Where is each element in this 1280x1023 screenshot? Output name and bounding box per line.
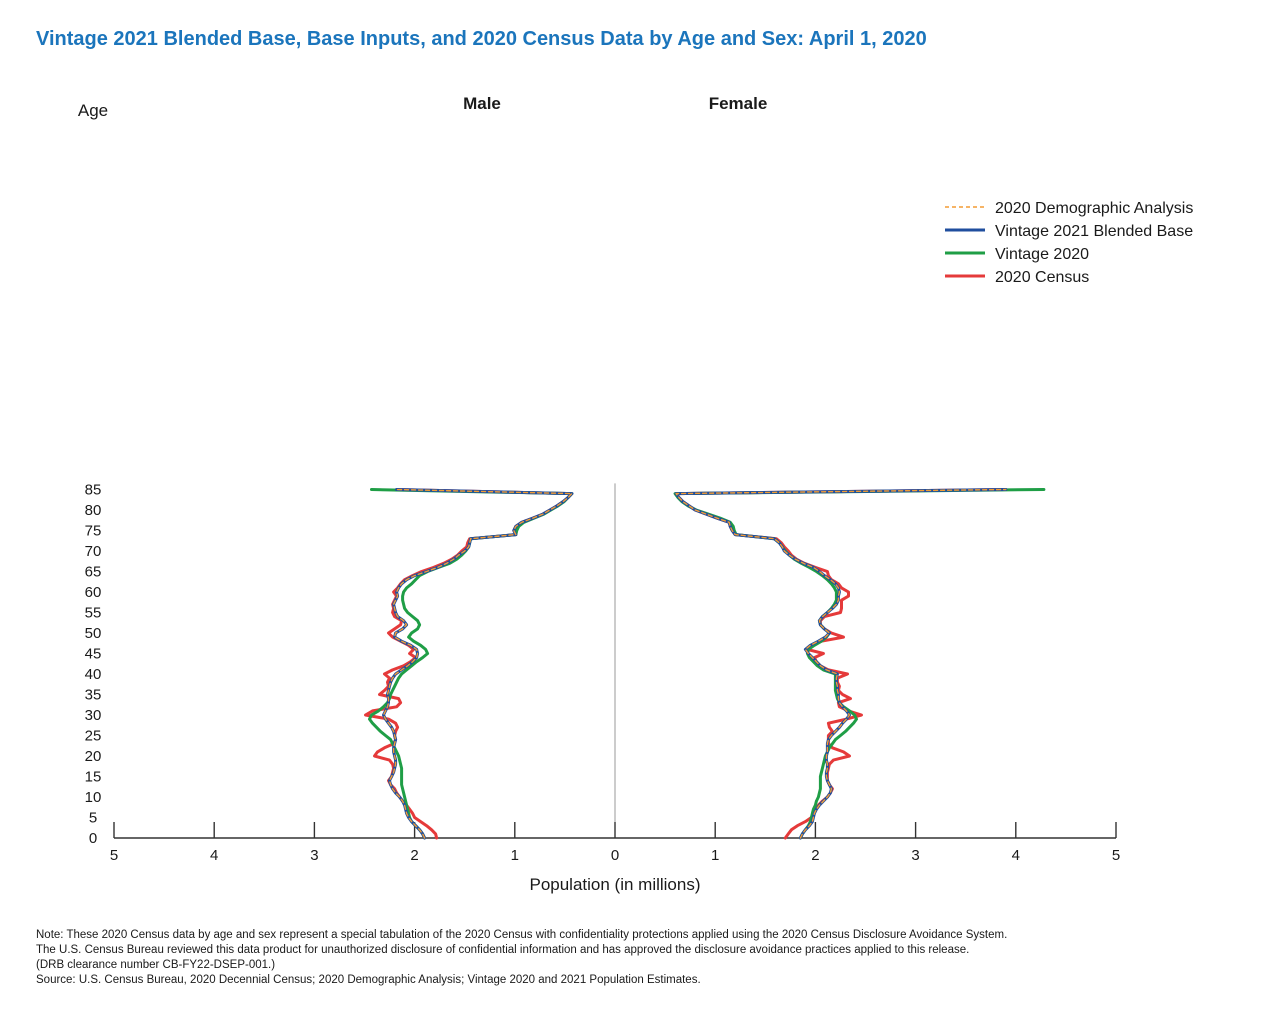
y-axis-title: Age — [78, 101, 108, 120]
x-tick-label: 4 — [1012, 847, 1020, 864]
legend-label-vintage-2020: Vintage 2020 — [995, 246, 1089, 263]
y-tick-label: 0 — [89, 830, 97, 847]
y-tick-label: 50 — [85, 625, 102, 642]
y-tick-label: 20 — [85, 748, 102, 765]
y-tick-label: 45 — [85, 646, 102, 663]
x-tick-label: 0 — [611, 847, 619, 864]
legend: 2020 Demographic Analysis Vintage 2021 Bl… — [945, 200, 1193, 286]
y-tick-label: 75 — [85, 523, 102, 540]
y-tick-label: 55 — [85, 605, 102, 622]
series-line-2020-demographic-analysis-male — [382, 488, 573, 839]
note-line-1: Note: These 2020 Census data by age and … — [36, 929, 1008, 941]
series-line-vintage-2020-female — [673, 488, 1046, 840]
x-tick-label: 1 — [711, 847, 719, 864]
source-line: Source: U.S. Census Bureau, 2020 Decenni… — [36, 974, 701, 986]
y-tick-label: 15 — [85, 769, 102, 786]
chart-title: Vintage 2021 Blended Base, Base Inputs, … — [36, 28, 927, 50]
legend-label-2020-demographic-analysis: 2020 Demographic Analysis — [995, 200, 1193, 217]
x-tick-label: 5 — [1112, 847, 1120, 864]
series-line-2020-demographic-analysis-female — [675, 488, 1007, 839]
legend-label-vintage-2021-blended-base: Vintage 2021 Blended Base — [995, 223, 1193, 240]
y-tick-label: 30 — [85, 707, 102, 724]
y-tick-label: 10 — [85, 789, 102, 806]
x-tick-label: 3 — [911, 847, 919, 864]
y-tick-label: 65 — [85, 564, 102, 581]
x-tick-label: 5 — [110, 847, 118, 864]
series-line-vintage-2021-blended-base-female — [674, 488, 1008, 840]
x-axis-title: Population (in millions) — [529, 875, 700, 894]
y-tick-label: 80 — [85, 502, 102, 519]
legend-label-2020-census: 2020 Census — [995, 269, 1089, 286]
axes-group: 5 4 3 2 1 0 1 2 3 4 505101520253035404550556065707… — [78, 94, 1120, 894]
note-line-3: (DRB clearance number CB-FY22-DSEP-001.) — [36, 959, 276, 971]
y-tick-label: 35 — [85, 687, 102, 704]
y-tick-label: 70 — [85, 543, 102, 560]
y-tick-label: 40 — [85, 666, 102, 683]
y-tick-label: 5 — [89, 810, 97, 827]
y-tick-label: 60 — [85, 584, 102, 601]
pyramid-chart: 5 4 3 2 1 0 1 2 3 4 505101520253035404550556065707… — [78, 94, 1193, 894]
panel-title-female: Female — [709, 94, 768, 113]
x-tick-label: 4 — [210, 847, 218, 864]
x-tick-label: 2 — [811, 847, 819, 864]
note-line-2: The U.S. Census Bureau reviewed this dat… — [36, 944, 970, 956]
panel-title-male: Male — [463, 94, 501, 113]
x-tick-label: 2 — [410, 847, 418, 864]
footnotes: Note: These 2020 Census data by age and … — [36, 928, 1256, 988]
x-tick-label: 1 — [511, 847, 519, 864]
y-tick-label: 85 — [85, 482, 102, 499]
series-layer — [364, 488, 1046, 840]
series-line-vintage-2021-blended-base-male — [382, 488, 574, 840]
y-tick-label: 25 — [85, 728, 102, 745]
series-line-2020-census-female — [674, 488, 1008, 840]
x-tick-label: 3 — [310, 847, 318, 864]
